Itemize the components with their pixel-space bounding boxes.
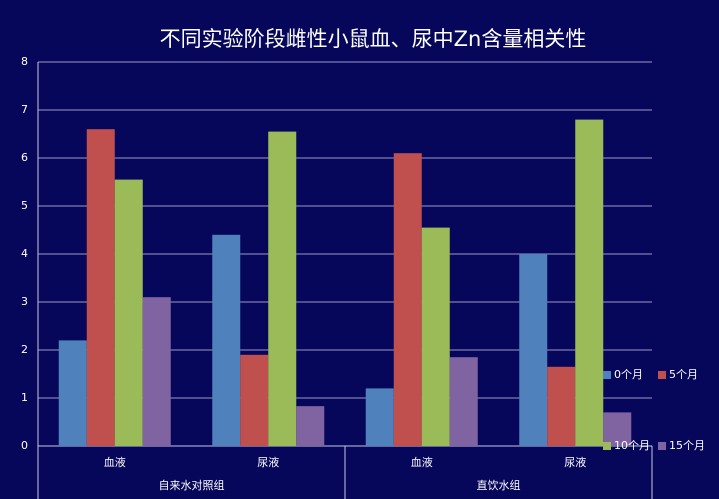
group-label: 直饮水组 [477, 478, 521, 492]
legend-label: 10个月 [614, 439, 650, 452]
x-tick-label: 血液 [104, 455, 126, 469]
legend-swatch [658, 442, 666, 450]
bar [393, 153, 422, 446]
group-label: 自来水对照组 [159, 478, 225, 492]
chart-title: 不同实验阶段雌性小鼠血、尿中Zn含量相关性 [160, 27, 587, 51]
y-tick-label: 2 [21, 343, 28, 356]
bar [58, 340, 87, 446]
bar [212, 234, 241, 446]
legend-label: 0个月 [614, 368, 643, 381]
bar [86, 129, 115, 446]
bar [449, 357, 478, 446]
y-tick-label: 7 [21, 103, 28, 116]
y-tick-label: 4 [21, 247, 28, 260]
bar [268, 131, 297, 446]
bar [547, 366, 576, 446]
x-tick-label: 尿液 [564, 455, 586, 469]
bar [365, 388, 394, 446]
legend-label: 5个月 [669, 368, 698, 381]
bar [575, 119, 604, 446]
bar [240, 354, 269, 446]
bar [114, 179, 143, 446]
y-tick-label: 0 [21, 439, 28, 452]
legend-label: 15个月 [669, 439, 705, 452]
x-tick-label: 血液 [411, 455, 433, 469]
legend-swatch [603, 371, 611, 379]
y-tick-label: 5 [21, 199, 28, 212]
y-tick-label: 3 [21, 295, 28, 308]
x-tick-label: 尿液 [257, 455, 279, 469]
bar [296, 406, 325, 446]
y-tick-label: 1 [21, 391, 28, 404]
y-tick-label: 8 [21, 55, 28, 68]
y-tick-label: 6 [21, 151, 28, 164]
bar [519, 254, 548, 446]
legend-swatch [658, 371, 666, 379]
bar [603, 412, 632, 446]
bar [142, 297, 171, 446]
bar [421, 227, 450, 446]
legend-swatch [603, 442, 611, 450]
